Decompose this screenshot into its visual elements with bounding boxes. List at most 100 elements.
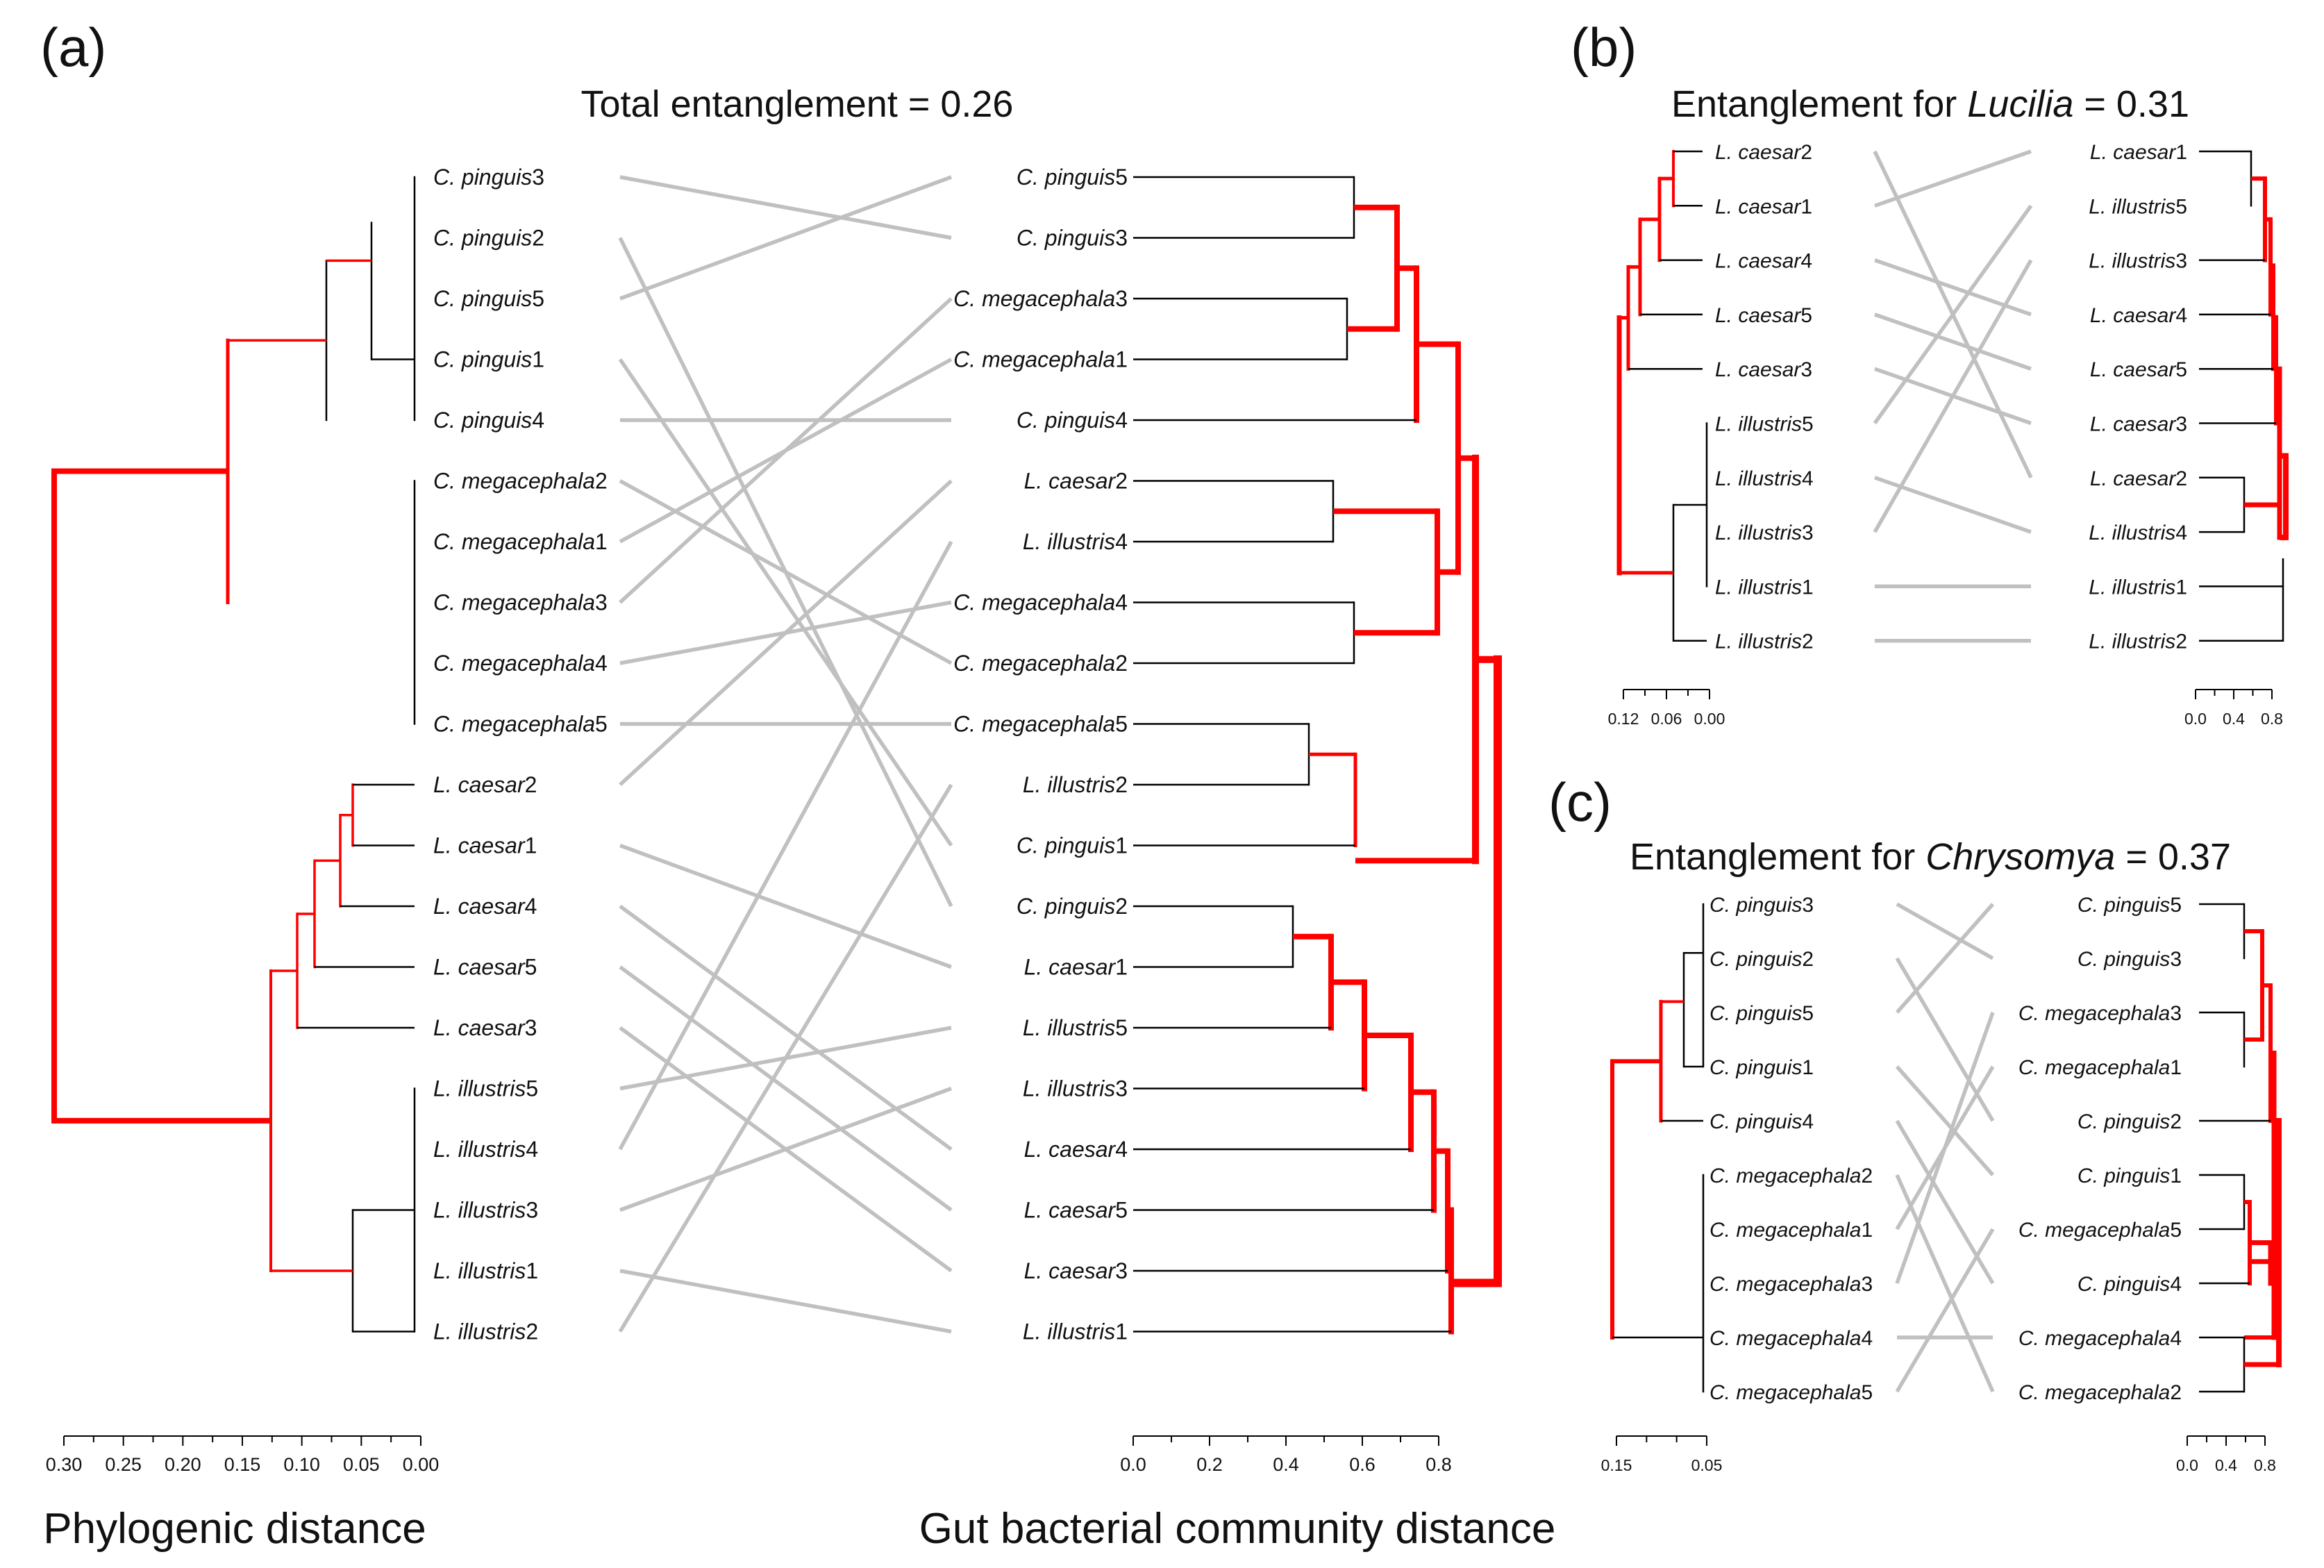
a-left-leaf-label: L. illustris4 <box>433 1137 538 1162</box>
a-phylo-tick-label: 0.10 <box>283 1454 320 1475</box>
a-phylo-tick-label: 0.30 <box>46 1454 83 1475</box>
a-connector-Lcaesar5 <box>619 965 953 1212</box>
a-right-leaf-label: C. pinguis3 <box>1017 226 1128 251</box>
a-phylo-tick-label: 0.20 <box>165 1454 201 1475</box>
b-left-leaf-label: L. caesar3 <box>1715 358 1812 381</box>
a-left-leaf-label: L. caesar4 <box>433 894 537 919</box>
panel-c-title-genus: Chrysomya <box>1925 836 2115 878</box>
b-right-leaf-label: L. illustris4 <box>2089 522 2187 544</box>
panel-a: (a) Total entanglement = 0.26 C. pinguis… <box>40 17 1555 1553</box>
c-right-leaf-label: C. pinguis1 <box>2078 1165 2182 1187</box>
b-connector-Lillustris5 <box>1873 204 2033 425</box>
a-right-leaf-label: L. illustris5 <box>1023 1015 1128 1040</box>
b-left-leaf-label: L. caesar5 <box>1715 304 1812 327</box>
a-micro-tick-label: 0.0 <box>1120 1454 1146 1475</box>
a-left-leaf-label: C. megacephala2 <box>433 469 608 494</box>
panel-c-title-prefix: Entanglement for <box>1630 836 1925 878</box>
c-left-leaf-label: C. megacephala4 <box>1709 1327 1873 1350</box>
c-micro-tick-label: 0.4 <box>2215 1456 2237 1474</box>
a-right-leaf-label: L. illustris2 <box>1023 772 1128 797</box>
a-connector-Cpinguis5 <box>619 175 952 301</box>
c-right-leaf-label: C. megacephala5 <box>2018 1219 2182 1242</box>
a-right-leaf-label: L. caesar5 <box>1024 1198 1128 1223</box>
c-right-leaf-label: C. pinguis3 <box>2078 948 2182 971</box>
c-connector-Cpinguis1 <box>1895 1065 1995 1176</box>
panel-b-right-leaf-labels: L. caesar1 L. illustris5 L. illustris3 L. c… <box>2089 141 2187 653</box>
a-right-leaf-label: C. megacephala2 <box>953 651 1128 676</box>
a-right-leaf-label: C. megacephala1 <box>953 347 1128 372</box>
b-connector-Lillustris4 <box>1874 476 2032 534</box>
c-connector-Cpinguis2 <box>1895 957 1995 1122</box>
a-connector-Lillustris4 <box>618 540 953 1151</box>
a-phylo-tick-label: 0.00 <box>403 1454 440 1475</box>
c-left-leaf-label: C. megacephala2 <box>1709 1165 1873 1187</box>
a-left-leaf-label: C. pinguis1 <box>433 347 544 372</box>
a-right-leaf-label: C. pinguis2 <box>1017 894 1128 919</box>
a-right-leaf-label: C. pinguis4 <box>1017 408 1128 433</box>
a-micro-tick-label: 0.2 <box>1196 1454 1223 1475</box>
gut-bacterial-distance-axis-title: Gut bacterial community distance <box>919 1505 1556 1553</box>
a-left-leaf-label: L. caesar1 <box>433 833 537 858</box>
a-connector-Lillustris3 <box>619 1086 952 1212</box>
a-connector-Lillustris2 <box>618 783 953 1333</box>
panel-b: (b) Entanglement for Lucilia = 0.31 L. c… <box>1571 17 2289 728</box>
a-right-leaf-label: L. illustris4 <box>1023 529 1128 554</box>
a-left-leaf-label: C. megacephala1 <box>433 529 608 554</box>
a-connector-Cpinguis3 <box>619 175 952 240</box>
a-right-leaf-label: L. illustris1 <box>1023 1319 1128 1344</box>
c-left-leaf-label: C. pinguis2 <box>1709 948 1814 971</box>
a-left-leaf-label: C. megacephala5 <box>433 712 608 737</box>
panel-a-label: (a) <box>40 17 106 78</box>
b-phylo-tick-label: 0.00 <box>1694 710 1725 728</box>
a-left-leaf-label: L. caesar5 <box>433 955 537 980</box>
b-right-leaf-label: L. illustris1 <box>2089 576 2187 599</box>
b-right-leaf-label: L. caesar3 <box>2090 413 2187 436</box>
b-left-leaf-label: L. caesar1 <box>1715 195 1812 218</box>
panel-c-phylogeny-tree <box>1610 903 1705 1393</box>
panel-a-phylogeny-axis: 0.30 0.25 0.20 0.15 0.10 0.05 0.00 <box>46 1435 440 1475</box>
c-left-leaf-label: C. pinguis3 <box>1709 894 1814 917</box>
panel-c-connectors <box>1895 902 1995 1393</box>
a-connector-Lcaesar2 <box>619 479 953 787</box>
a-left-leaf-label: C. pinguis2 <box>433 226 544 251</box>
a-left-leaf-label: L. illustris5 <box>433 1076 538 1101</box>
b-connector-Lcaesar5 <box>1874 312 2032 371</box>
b-right-leaf-label: L. caesar4 <box>2090 304 2187 327</box>
b-left-leaf-label: L. illustris5 <box>1715 413 1814 436</box>
panel-c-title: Entanglement for Chrysomya = 0.37 <box>1630 836 2231 878</box>
panel-b-title-prefix: Entanglement for <box>1671 83 1967 125</box>
panel-c-title-value: = 0.37 <box>2115 836 2231 878</box>
a-right-leaf-label: C. megacephala5 <box>953 712 1128 737</box>
a-right-leaf-label: L. illustris3 <box>1023 1076 1128 1101</box>
c-left-leaf-label: C. pinguis5 <box>1709 1002 1814 1025</box>
a-right-leaf-label: C. pinguis1 <box>1017 833 1128 858</box>
a-connector-Cpinguis1 <box>618 358 953 847</box>
panel-b-title-value: = 0.31 <box>2073 83 2189 125</box>
b-connector-Lillustris3 <box>1873 259 2033 533</box>
b-connector-Lcaesar1 <box>1874 149 2032 208</box>
a-right-leaf-label: L. caesar2 <box>1024 469 1128 494</box>
b-micro-tick-label: 0.8 <box>2261 710 2283 728</box>
b-connector-Lcaesar4 <box>1874 258 2032 317</box>
b-right-leaf-label: L. caesar5 <box>2090 358 2187 381</box>
c-connector-Cpinguis5 <box>1895 903 1995 1014</box>
panel-c-microbiome-tree <box>2199 903 2282 1393</box>
c-right-leaf-label: C. megacephala4 <box>2018 1327 2182 1350</box>
a-connector-Lcaesar4 <box>619 904 953 1151</box>
panel-c-microbiome-axis: 0.0 0.4 0.8 <box>2176 1435 2276 1474</box>
b-phylo-tick-label: 0.06 <box>1651 710 1682 728</box>
a-right-leaf-label: L. caesar1 <box>1024 955 1128 980</box>
b-left-leaf-label: L. illustris2 <box>1715 631 1814 653</box>
a-left-leaf-label: C. pinguis3 <box>433 165 544 190</box>
panel-b-connectors <box>1873 149 2033 643</box>
a-connector-Lcaesar1 <box>619 843 952 969</box>
a-left-leaf-label: C. pinguis4 <box>433 408 544 433</box>
a-left-leaf-label: L. caesar2 <box>433 772 537 797</box>
c-right-leaf-label: C. megacephala1 <box>2018 1056 2182 1079</box>
panel-c-label: (c) <box>1548 772 1612 833</box>
c-connector-Cmegacephala3 <box>1895 1012 1995 1284</box>
a-micro-tick-label: 0.8 <box>1426 1454 1452 1475</box>
c-connector-Cpinguis3 <box>1896 902 1994 960</box>
panel-b-microbiome-tree <box>2199 150 2289 642</box>
panel-b-label: (b) <box>1571 17 1637 78</box>
